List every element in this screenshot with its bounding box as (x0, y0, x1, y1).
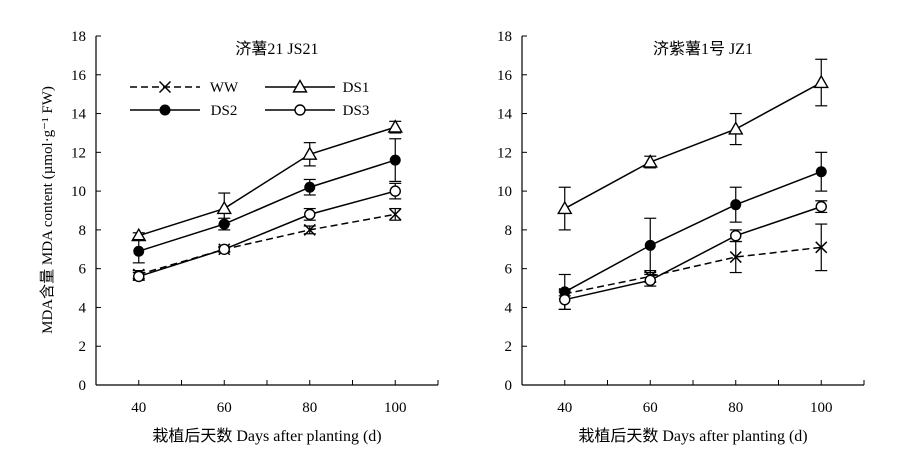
data-point (218, 243, 230, 255)
legend-marker (294, 104, 306, 116)
series-line (138, 126, 396, 237)
y-tick-label: 18 (497, 29, 512, 45)
data-point (304, 181, 316, 193)
y-tick-label: 4 (505, 300, 513, 316)
data-point (813, 74, 829, 89)
series-ww (132, 207, 402, 281)
data-point (304, 208, 316, 221)
data-point (133, 270, 145, 283)
y-tick-label: 0 (505, 378, 513, 394)
panel-1: 0 2 4 6 8 10 12 14 16 18 40 60 80 100 济薯21 JS21 栽植后天数 D… (71, 29, 439, 445)
legend-item-ww: WW (130, 80, 239, 96)
data-point (216, 200, 232, 215)
legend-marker-b (158, 80, 172, 94)
x-tick-label: 80 (728, 400, 743, 416)
data-point (815, 166, 827, 178)
y-tick-label: 16 (71, 68, 87, 84)
y-tick-label: 14 (71, 107, 87, 123)
chart-title: 济薯21 JS21 (235, 40, 318, 58)
legend: WW DS1 DS2 DS3 (130, 79, 370, 119)
series-line (138, 159, 396, 252)
x-tick-label: 100 (384, 400, 407, 416)
data-point (389, 185, 401, 197)
data-point (730, 230, 742, 242)
data-point (218, 218, 230, 230)
data-point (644, 239, 656, 251)
legend-item-ds3: DS3 (265, 103, 369, 119)
data-point (557, 200, 573, 215)
y-tick-label: 0 (79, 378, 87, 394)
series-ds1 (557, 58, 829, 231)
y-tick-label: 14 (497, 107, 513, 123)
series-ds2 (132, 138, 402, 264)
y-tick-label: 2 (79, 339, 87, 355)
legend-item-ds2: DS2 (130, 103, 237, 119)
data-point (730, 199, 742, 211)
legend-marker (159, 104, 171, 116)
y-tick-label: 16 (497, 68, 513, 84)
y-tick-label: 8 (505, 223, 513, 239)
x-tick-label: 60 (217, 400, 232, 416)
series-line (564, 205, 822, 301)
legend-label: DS1 (343, 80, 370, 96)
series-line (564, 171, 822, 293)
y-axis-label: MDA含量 MDA content (µmol·g⁻¹ FW) (39, 86, 56, 334)
y-tick-label: 4 (79, 300, 87, 316)
series-ww (558, 223, 828, 300)
series-ds1 (131, 119, 403, 242)
x-axis-label: 栽植后天数 Days after planting (d) (578, 427, 807, 445)
legend-label: DS3 (343, 103, 370, 119)
data-point-b (303, 223, 316, 236)
y-tick-label: 12 (71, 145, 86, 161)
x-tick-label: 100 (810, 400, 833, 416)
x-tick-label: 80 (302, 400, 317, 416)
y-tick-label: 6 (79, 262, 87, 278)
data-point (559, 293, 571, 306)
data-point (815, 200, 827, 213)
data-point (642, 154, 658, 168)
data-point-b (389, 208, 402, 221)
data-point (387, 119, 403, 133)
data-point (644, 274, 656, 286)
x-axis-label: 栽植后天数 Days after planting (d) (152, 427, 381, 445)
chart-title: 济紫薯1号 JZ1 (653, 40, 753, 58)
panel-2: 0 2 4 6 8 10 12 14 16 18 40 60 80 100 济紫薯1号 JZ1 栽植后天数 D… (497, 29, 865, 445)
data-point (728, 121, 744, 135)
x-tick-label: 40 (557, 400, 572, 416)
legend-label: DS2 (211, 103, 238, 119)
y-tick-label: 8 (79, 223, 87, 239)
legend-marker (292, 79, 308, 93)
y-tick-label: 18 (71, 29, 86, 45)
x-tick-label: 40 (131, 400, 146, 416)
y-tick-label: 6 (505, 262, 513, 278)
series-line (138, 190, 396, 278)
y-tick-label: 12 (497, 145, 512, 161)
data-point (389, 154, 401, 166)
series-ds2 (558, 151, 828, 310)
series-line (138, 213, 396, 276)
y-tick-label: 10 (71, 184, 86, 200)
legend-item-ds1: DS1 (265, 79, 370, 96)
y-tick-label: 2 (505, 339, 513, 355)
data-point (302, 146, 318, 160)
legend-label: WW (210, 80, 239, 96)
x-tick-label: 60 (643, 400, 658, 416)
y-tick-label: 10 (497, 184, 512, 200)
data-point-b (729, 251, 742, 264)
data-point (133, 245, 145, 257)
series-line (564, 81, 822, 210)
series-ds3 (132, 182, 402, 283)
data-point-b (815, 241, 828, 254)
series-ds3 (558, 200, 828, 310)
